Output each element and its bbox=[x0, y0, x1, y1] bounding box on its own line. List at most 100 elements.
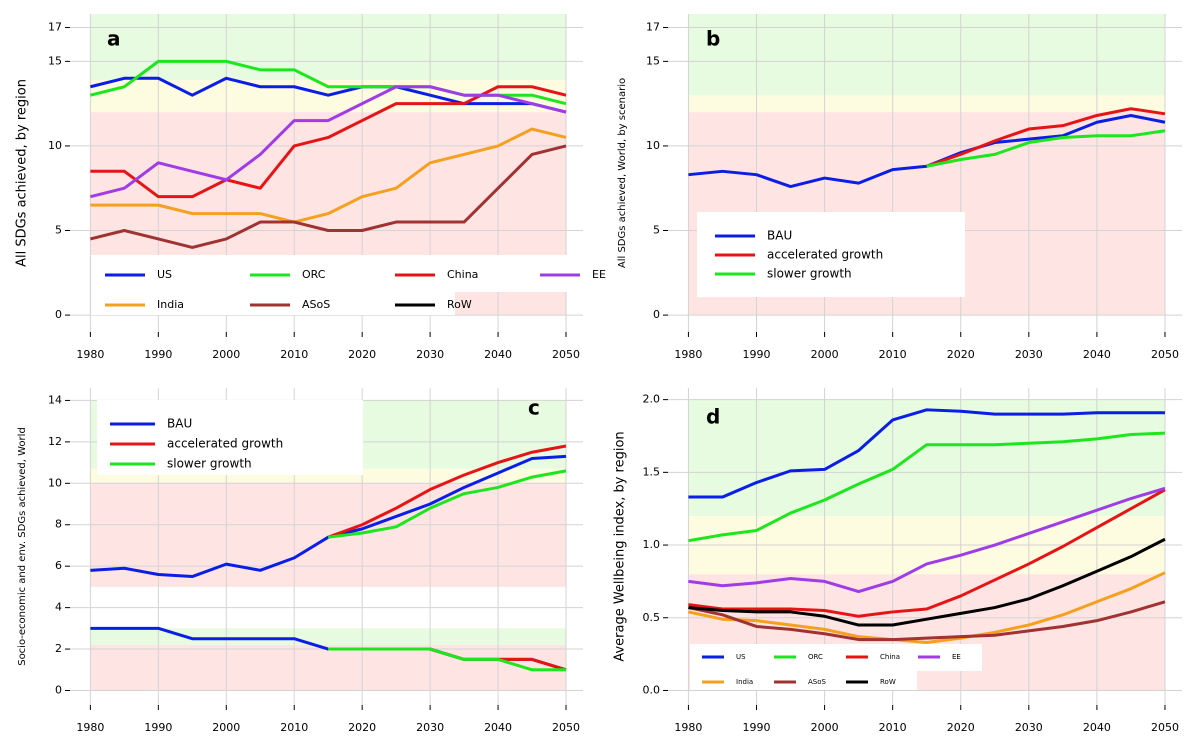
panel-letter: a bbox=[107, 27, 121, 51]
y-tick-label: 2 bbox=[55, 642, 62, 655]
series-line bbox=[328, 647, 567, 672]
y-tick-label: 10 bbox=[48, 476, 62, 489]
y-tick-label: 0.0 bbox=[643, 683, 661, 696]
legend-label: RoW bbox=[880, 678, 896, 686]
y-tick-label: 15 bbox=[646, 54, 660, 67]
x-tick-label: 2050 bbox=[1151, 348, 1179, 361]
series-line bbox=[688, 408, 1165, 499]
y-axis-label: All SDGs achieved, World, by scenario bbox=[617, 78, 628, 268]
legend-label: India bbox=[736, 678, 753, 686]
series-line bbox=[90, 144, 567, 249]
x-tick-label: 2000 bbox=[811, 721, 839, 734]
x-tick-label: 2020 bbox=[947, 721, 975, 734]
panel: 1980 1990 2000 2010 2020 2030 2040 2050 0 5 10 15 17… bbox=[15, 14, 606, 361]
y-tick-label: 15 bbox=[48, 54, 62, 67]
series-line bbox=[328, 469, 567, 539]
series-line bbox=[688, 571, 1166, 644]
x-tick-label: 1980 bbox=[674, 721, 702, 734]
y-tick-label: 2.0 bbox=[643, 393, 661, 406]
x-tick-label: 2050 bbox=[552, 348, 580, 361]
x-tick-label: 1990 bbox=[743, 348, 771, 361]
y-axis-label: Socio-economic and env. SDGs achieved, W… bbox=[17, 427, 28, 666]
y-tick-label: 12 bbox=[48, 435, 62, 448]
legend-label: BAU bbox=[167, 417, 192, 431]
panel-letter: d bbox=[706, 405, 720, 429]
series-line bbox=[688, 431, 1166, 543]
legend-label: China bbox=[880, 653, 900, 661]
x-tick-label: 2050 bbox=[552, 721, 580, 734]
y-tick-label: 4 bbox=[55, 601, 62, 614]
y-axis-label: All SDGs achieved, by region bbox=[15, 79, 30, 267]
legend-label: accelerated growth bbox=[767, 248, 883, 262]
series-line bbox=[688, 537, 1166, 627]
y-tick-label: 17 bbox=[48, 21, 62, 34]
legend-box bbox=[91, 255, 567, 292]
y-tick-label: 8 bbox=[55, 518, 62, 531]
threshold-band bbox=[688, 399, 1165, 516]
legend-label: ORC bbox=[302, 268, 326, 281]
series-line bbox=[90, 127, 567, 224]
legend-label: US bbox=[736, 653, 746, 661]
x-tick-label: 2020 bbox=[947, 348, 975, 361]
y-axis-label: Average Wellbeing index, by region bbox=[613, 431, 628, 661]
y-tick-label: 0 bbox=[55, 308, 62, 321]
legend-label: China bbox=[447, 268, 478, 281]
legend-box bbox=[690, 671, 917, 690]
x-tick-label: 2050 bbox=[1151, 721, 1179, 734]
y-tick-label: 1.0 bbox=[643, 538, 661, 551]
legend-label: EE bbox=[952, 653, 961, 661]
legend-label: RoW bbox=[447, 298, 472, 311]
x-tick-label: 1990 bbox=[743, 721, 771, 734]
x-tick-label: 2010 bbox=[879, 721, 907, 734]
legend-label: US bbox=[157, 268, 172, 281]
series-line bbox=[926, 107, 1166, 168]
series-line bbox=[688, 488, 1166, 618]
threshold-band bbox=[90, 14, 567, 80]
x-tick-label: 2020 bbox=[348, 721, 376, 734]
x-tick-label: 2030 bbox=[416, 721, 444, 734]
x-tick-label: 2000 bbox=[212, 348, 240, 361]
series-line bbox=[90, 76, 567, 114]
y-tick-label: 0 bbox=[55, 683, 62, 696]
x-tick-label: 1980 bbox=[674, 348, 702, 361]
panel: 1980 1990 2000 2010 2020 2030 2040 2050 0 2 4 6 8 10 1… bbox=[17, 388, 583, 734]
x-tick-label: 2040 bbox=[1083, 721, 1111, 734]
legend-label: slower growth bbox=[767, 267, 852, 281]
series-line bbox=[926, 129, 1166, 168]
y-tick-label: 5 bbox=[55, 224, 62, 237]
y-tick-label: 10 bbox=[48, 139, 62, 152]
panel-letter: c bbox=[528, 396, 540, 420]
x-tick-label: 1980 bbox=[76, 721, 104, 734]
x-tick-label: 2000 bbox=[212, 721, 240, 734]
legend-label: EE bbox=[592, 268, 606, 281]
y-tick-label: 0.5 bbox=[643, 611, 661, 624]
y-tick-label: 17 bbox=[646, 21, 660, 34]
panel: 1980 1990 2000 2010 2020 2030 2040 2050 0 5 10 15 17… bbox=[617, 14, 1182, 361]
x-tick-label: 2040 bbox=[484, 721, 512, 734]
series-line bbox=[327, 444, 567, 539]
legend-label: accelerated growth bbox=[167, 437, 283, 451]
threshold-band bbox=[90, 628, 567, 645]
y-tick-label: 6 bbox=[55, 559, 62, 572]
x-tick-label: 2010 bbox=[879, 348, 907, 361]
series-line bbox=[688, 486, 1166, 594]
x-tick-label: 2040 bbox=[484, 348, 512, 361]
x-tick-label: 2020 bbox=[348, 348, 376, 361]
x-tick-label: 2030 bbox=[416, 348, 444, 361]
x-tick-label: 2010 bbox=[280, 348, 308, 361]
legend-label: ORC bbox=[808, 653, 823, 661]
x-tick-label: 1980 bbox=[76, 348, 104, 361]
x-tick-label: 2030 bbox=[1015, 348, 1043, 361]
legend-label: slower growth bbox=[167, 457, 252, 471]
threshold-band bbox=[688, 14, 1165, 96]
y-tick-label: 10 bbox=[646, 139, 660, 152]
legend-label: ASoS bbox=[302, 298, 330, 311]
x-tick-label: 1990 bbox=[144, 348, 172, 361]
panel: 1980 1990 2000 2010 2020 2030 2040 2050 0.0 0.5 1.… bbox=[613, 388, 1182, 734]
x-tick-label: 2040 bbox=[1083, 348, 1111, 361]
legend-label: ASoS bbox=[808, 678, 827, 686]
panel-letter: b bbox=[706, 27, 720, 51]
series-line bbox=[688, 600, 1166, 642]
legend-label: India bbox=[157, 298, 184, 311]
